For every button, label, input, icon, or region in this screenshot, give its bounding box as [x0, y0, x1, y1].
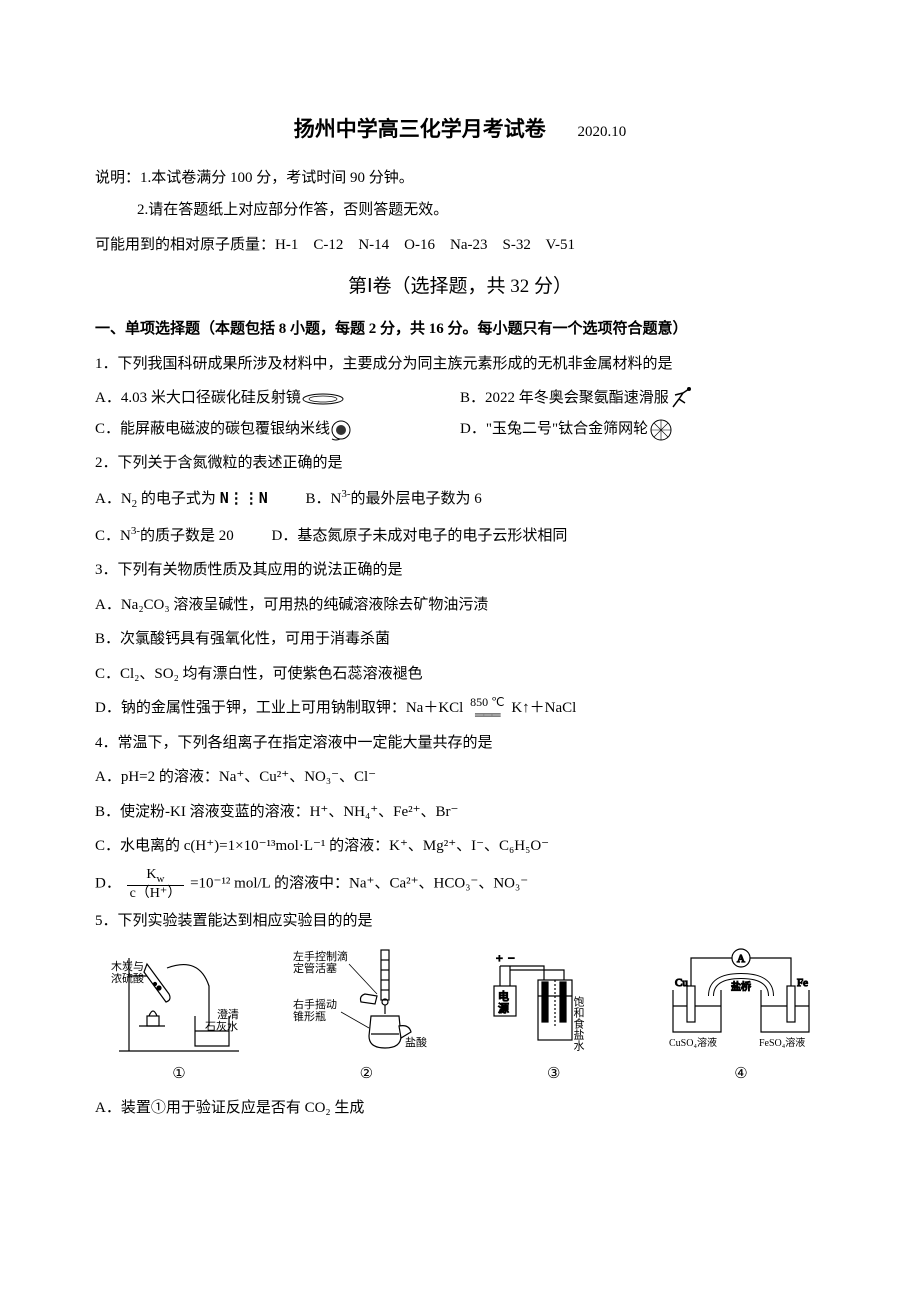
- q3-option-a: A．Na₂CO₃ 溶液呈碱性，可用热的纯碱溶液除去矿物油污渍: [95, 591, 825, 620]
- diagram-4-label: ④: [657, 1060, 825, 1089]
- svg-text:CuSO₄溶液: CuSO₄溶液: [669, 1036, 717, 1049]
- atomic-values: H-1 C-12 N-14 O-16 Na-23 S-32 V-51: [275, 237, 575, 253]
- q4-option-a: A．pH=2 的溶液：Na⁺、Cu²⁺、NO₃⁻、Cl⁻: [95, 763, 825, 792]
- q3-stem: 3．下列有关物质性质及其应用的说法正确的是: [95, 556, 825, 585]
- diagram-3-label: ③: [470, 1060, 638, 1089]
- svg-text:澄清: 澄清: [217, 1007, 239, 1021]
- svg-text:盐桥: 盐桥: [731, 980, 751, 993]
- apparatus-4-icon: A Cu Fe 盐桥 CuSO₄溶液 FeSO₄溶液: [657, 946, 825, 1089]
- svg-text:+: +: [496, 951, 503, 965]
- q4-option-d: D． Kw c（H⁺） =10⁻¹² mol/L 的溶液中：Na⁺、Ca²⁺、H…: [95, 867, 825, 901]
- svg-text:Fe: Fe: [797, 977, 808, 989]
- q3-option-b: B．次氯酸钙具有强氧化性，可用于消毒杀菌: [95, 625, 825, 654]
- q4-option-b: B．使淀粉-KI 溶液变蓝的溶液：H⁺、NH₄⁺、Fe²⁺、Br⁻: [95, 798, 825, 827]
- q1-option-b: B．2022 年冬奥会聚氨酯速滑服: [460, 384, 825, 413]
- diagram-2-label: ②: [282, 1060, 450, 1089]
- mirror-icon: [301, 384, 345, 413]
- svg-text:FeSO₄溶液: FeSO₄溶液: [759, 1036, 805, 1049]
- part-1-header: 第Ⅰ卷（选择题，共 32 分）: [95, 269, 825, 305]
- svg-text:木炭与: 木炭与: [111, 960, 144, 973]
- q1-stem: 1．下列我国科研成果所涉及材料中，主要成分为同主族元素形成的无机非金属材料的是: [95, 350, 825, 379]
- svg-text:石灰水: 石灰水: [205, 1019, 238, 1033]
- apparatus-2-icon: 左手控制滴 定管活塞 右手摇动 锥形瓶 盐酸 ②: [282, 946, 450, 1089]
- q3-option-d: D．钠的金属性强于钾，工业上可用钠制取钾：Na＋KCl 850 ℃ ═══ K↑…: [95, 694, 825, 723]
- diagram-1-label: ①: [95, 1060, 263, 1089]
- reaction-condition-icon: 850 ℃ ═══: [470, 696, 504, 721]
- lewis-structure-icon: N⋮⋮N: [220, 489, 268, 507]
- skater-icon: [669, 384, 695, 413]
- exam-date: 2020.10: [578, 118, 627, 147]
- q2-stem: 2．下列关于含氮微粒的表述正确的是: [95, 449, 825, 478]
- svg-text:A: A: [737, 953, 745, 965]
- wheel-icon: [648, 415, 674, 444]
- q5-stem: 5．下列实验装置能达到相应实验目的的是: [95, 907, 825, 936]
- svg-text:饱和食盐水: 饱和食盐水: [572, 994, 585, 1050]
- q1-option-c: C．能屏蔽电磁波的碳包覆银纳米线: [95, 415, 460, 444]
- q5-diagrams: 木炭与 浓硫酸 澄清 石灰水 ①: [95, 946, 825, 1089]
- q5-option-a: A．装置①用于验证反应是否有 CO₂ 生成: [95, 1094, 825, 1123]
- svg-text:定管活塞: 定管活塞: [293, 961, 337, 975]
- svg-text:右手摇动: 右手摇动: [293, 997, 337, 1011]
- q2-option-c: C．N3-的质子数是 20: [95, 521, 234, 551]
- svg-text:锥形瓶: 锥形瓶: [293, 1009, 326, 1023]
- svg-text:Cu: Cu: [675, 977, 688, 989]
- q3-option-c: C．Cl₂、SO₂ 均有漂白性，可使紫色石蕊溶液褪色: [95, 660, 825, 689]
- q2-option-a: A．N2 的电子式为 N⋮⋮N: [95, 484, 268, 515]
- svg-text:源: 源: [498, 1001, 509, 1015]
- atomic-masses: 可能用到的相对原子质量：H-1 C-12 N-14 O-16 Na-23 S-3…: [95, 231, 825, 260]
- page-title: 扬州中学高三化学月考试卷: [294, 110, 546, 150]
- q2-option-d: D．基态氮原子未成对电子的电子云形状相同: [272, 522, 568, 551]
- q1-option-d: D．"玉兔二号"钛合金筛网轮: [460, 415, 825, 444]
- q4-option-c: C．水电离的 c(H⁺)=1×10⁻¹³mol·L⁻¹ 的溶液：K⁺、Mg²⁺、…: [95, 832, 825, 861]
- instruction-2: 2.请在答题纸上对应部分作答，否则答题无效。: [95, 196, 825, 225]
- svg-text:盐酸: 盐酸: [405, 1035, 427, 1049]
- q1-option-a: A．4.03 米大口径碳化硅反射镜: [95, 384, 460, 413]
- q4-stem: 4．常温下，下列各组离子在指定溶液中一定能大量共存的是: [95, 729, 825, 758]
- q2-option-b: B．N3-的最外层电子数为 6: [306, 484, 482, 514]
- svg-text:电: 电: [498, 990, 509, 1003]
- instruction-1: 说明：1.本试卷满分 100 分，考试时间 90 分钟。: [95, 164, 825, 193]
- nanowire-icon: [330, 415, 352, 444]
- atomic-label: 可能用到的相对原子质量：: [95, 237, 275, 253]
- svg-text:浓硫酸: 浓硫酸: [111, 971, 144, 985]
- svg-text:−: −: [508, 951, 515, 965]
- apparatus-1-icon: 木炭与 浓硫酸 澄清 石灰水 ①: [95, 946, 263, 1089]
- apparatus-3-icon: 电 源 + − 饱和食盐水 ③: [470, 946, 638, 1089]
- svg-text:左手控制滴: 左手控制滴: [293, 949, 348, 963]
- fraction-icon: Kw c（H⁺）: [127, 867, 185, 901]
- section-1-header: 一、单项选择题（本题包括 8 小题，每题 2 分，共 16 分。每小题只有一个选…: [95, 315, 825, 344]
